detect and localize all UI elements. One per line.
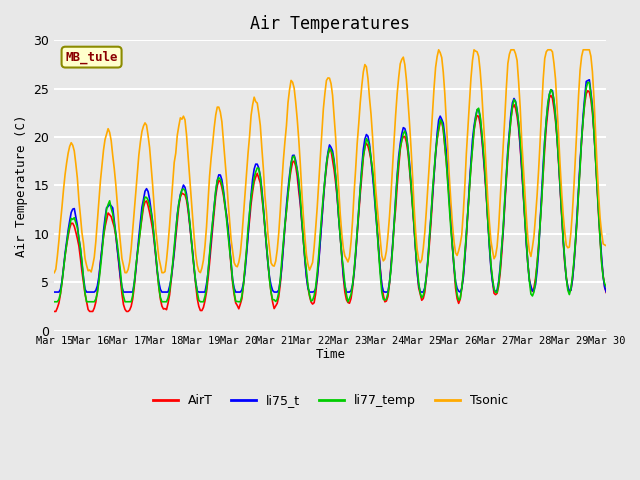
li75_t bbox=[243, 252, 250, 258]
li75_t bbox=[51, 289, 58, 295]
li75_t bbox=[292, 158, 300, 164]
li77_temp bbox=[196, 299, 204, 305]
Tsonic bbox=[575, 92, 582, 98]
li77_temp bbox=[118, 285, 126, 291]
AirT bbox=[51, 309, 58, 314]
Tsonic bbox=[51, 270, 58, 276]
Tsonic bbox=[602, 243, 610, 249]
Text: MB_tule: MB_tule bbox=[65, 50, 118, 64]
AirT bbox=[584, 88, 591, 94]
li75_t bbox=[602, 289, 610, 295]
X-axis label: Time: Time bbox=[316, 348, 345, 361]
li75_t bbox=[456, 289, 464, 295]
Y-axis label: Air Temperature (C): Air Temperature (C) bbox=[15, 114, 28, 257]
li77_temp bbox=[51, 299, 58, 305]
li75_t bbox=[215, 172, 223, 178]
li77_temp bbox=[584, 79, 591, 85]
li75_t bbox=[573, 213, 581, 218]
li77_temp bbox=[602, 284, 610, 289]
AirT bbox=[243, 249, 250, 254]
Line: AirT: AirT bbox=[54, 91, 606, 312]
li77_temp bbox=[235, 299, 243, 305]
Line: li75_t: li75_t bbox=[54, 80, 606, 292]
Tsonic bbox=[293, 116, 301, 122]
AirT bbox=[572, 240, 579, 246]
Title: Air Temperatures: Air Temperatures bbox=[250, 15, 410, 33]
li77_temp bbox=[244, 226, 252, 231]
AirT bbox=[215, 178, 223, 183]
li77_temp bbox=[293, 167, 301, 173]
Tsonic bbox=[244, 151, 252, 156]
Tsonic bbox=[216, 109, 224, 115]
li77_temp bbox=[216, 177, 224, 182]
Tsonic bbox=[158, 270, 166, 276]
Line: Tsonic: Tsonic bbox=[54, 50, 606, 273]
li75_t bbox=[118, 284, 126, 290]
Tsonic bbox=[118, 256, 126, 262]
Tsonic bbox=[435, 47, 442, 53]
AirT bbox=[602, 290, 610, 296]
AirT bbox=[292, 163, 300, 169]
li77_temp bbox=[573, 217, 581, 223]
li75_t bbox=[586, 77, 593, 83]
AirT bbox=[234, 302, 241, 308]
AirT bbox=[118, 291, 126, 297]
Line: li77_temp: li77_temp bbox=[54, 82, 606, 302]
li75_t bbox=[234, 289, 241, 295]
Legend: AirT, li75_t, li77_temp, Tsonic: AirT, li75_t, li77_temp, Tsonic bbox=[148, 389, 513, 412]
Tsonic bbox=[235, 259, 243, 265]
